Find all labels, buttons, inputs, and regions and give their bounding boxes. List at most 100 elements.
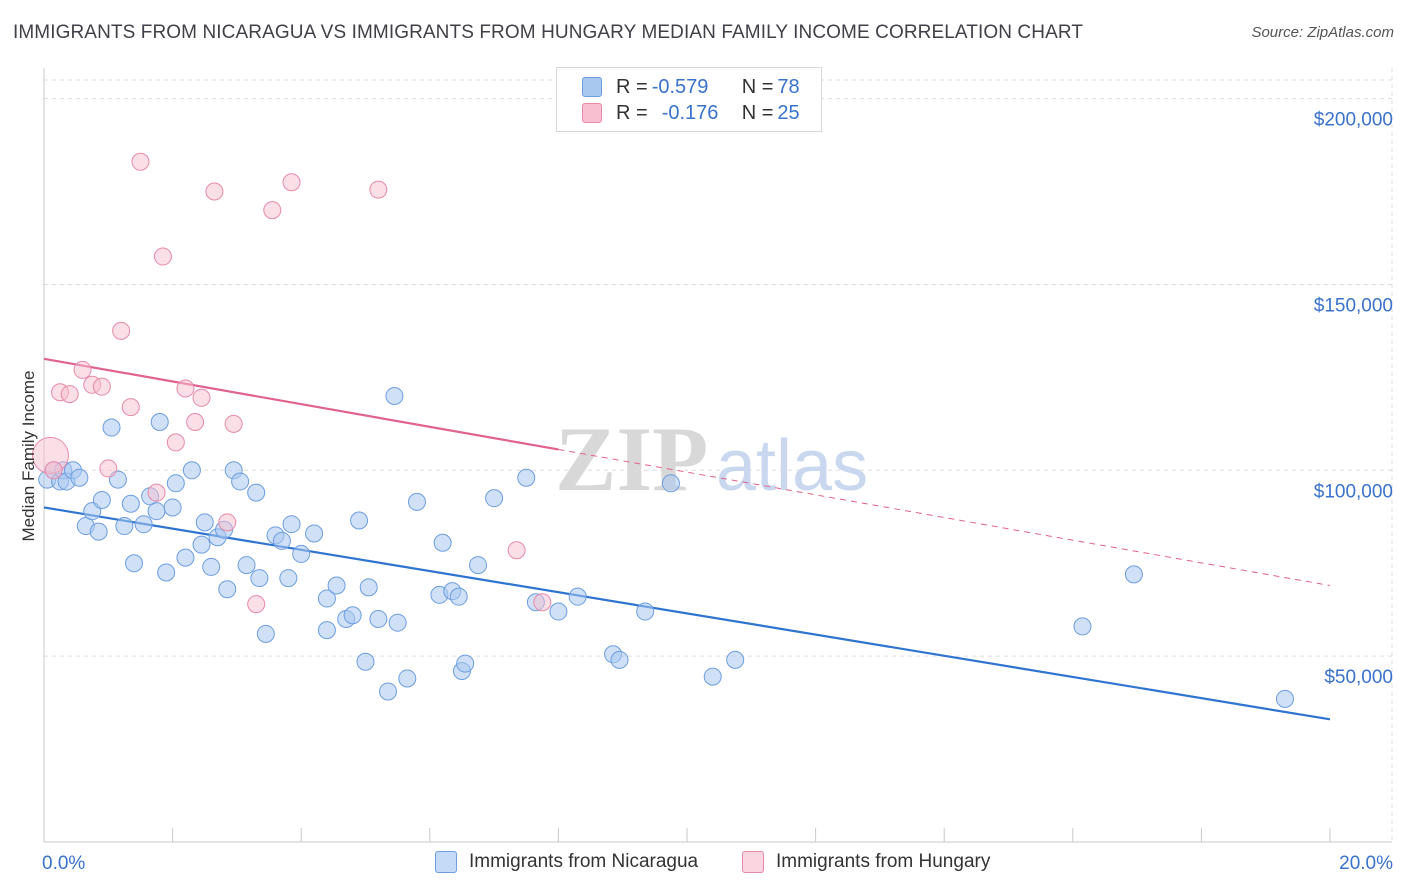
- point-nicaragua: [279, 569, 298, 588]
- point-hungary: [533, 593, 552, 612]
- point-nicaragua: [407, 492, 426, 511]
- legend-n-value: 25: [777, 101, 800, 124]
- x-tick-label: 0.0%: [42, 853, 85, 874]
- point-nicaragua: [449, 587, 468, 606]
- legend-r-label: R =: [616, 101, 648, 124]
- point-nicaragua: [218, 580, 237, 599]
- point-nicaragua: [292, 544, 311, 563]
- legend-row-nicaragua: R = -0.579 N = 78: [582, 75, 800, 99]
- point-nicaragua: [469, 556, 488, 575]
- point-nicaragua: [317, 589, 336, 608]
- point-hungary: [247, 595, 266, 614]
- point-hungary: [224, 414, 243, 433]
- point-nicaragua: [636, 602, 655, 621]
- point-nicaragua: [125, 554, 144, 573]
- point-nicaragua: [661, 474, 680, 493]
- point-nicaragua: [327, 576, 346, 595]
- legend-row-hungary: R = -0.176 N = 25: [582, 101, 800, 125]
- source-label: Source: ZipAtlas.com: [1251, 24, 1394, 41]
- point-hungary: [73, 360, 92, 379]
- watermark: ZIP atlas: [555, 408, 868, 510]
- tick-labels: $50,000 $100,000 $150,000 $200,000 0.0% 20.0%: [42, 110, 1393, 874]
- legend-n-value: 78: [777, 75, 800, 98]
- point-hungary: [507, 541, 526, 560]
- point-nicaragua: [610, 650, 629, 669]
- point-nicaragua: [282, 515, 301, 534]
- point-hungary: [369, 180, 388, 199]
- watermark-zip: ZIP: [555, 408, 708, 510]
- series-swatch-nicaragua: [435, 851, 457, 873]
- point-hungary: [166, 433, 185, 452]
- series-legend-nicaragua: Immigrants from Nicaragua: [435, 851, 698, 873]
- series-legend-hungary: Immigrants from Hungary: [742, 851, 990, 873]
- series-name-nicaragua: Immigrants from Nicaragua: [469, 851, 699, 872]
- point-hungary: [186, 412, 205, 431]
- legend-n-label: N =: [741, 75, 774, 98]
- legend-swatch-nicaragua: [582, 77, 602, 97]
- grid-lines: [44, 68, 1393, 842]
- point-nicaragua: [398, 669, 417, 688]
- point-nicaragua: [379, 682, 398, 701]
- trend-line-nicaragua: [43, 506, 1331, 721]
- point-nicaragua: [1073, 617, 1092, 636]
- point-nicaragua: [726, 650, 745, 669]
- point-nicaragua: [121, 494, 140, 513]
- point-nicaragua: [305, 524, 324, 543]
- y-axis-label: Median Family Income: [19, 370, 38, 541]
- point-hungary: [99, 459, 118, 478]
- point-hungary: [176, 379, 195, 398]
- point-nicaragua: [102, 418, 121, 437]
- point-nicaragua: [202, 557, 221, 576]
- trend-line-hungary-extension: [558, 448, 1331, 587]
- point-hungary: [282, 173, 301, 192]
- point-nicaragua: [359, 578, 378, 597]
- watermark-atlas: atlas: [716, 426, 868, 506]
- point-nicaragua: [150, 412, 169, 431]
- trend-lines: [43, 357, 1331, 721]
- legend-swatch-hungary: [582, 103, 602, 123]
- point-hungary: [92, 377, 111, 396]
- y-tick-label: $100,000: [1314, 481, 1393, 502]
- point-nicaragua: [92, 491, 111, 510]
- point-nicaragua: [1124, 565, 1143, 584]
- trend-line-hungary: [43, 357, 559, 451]
- x-tick-label: 20.0%: [1339, 853, 1393, 874]
- point-nicaragua: [195, 513, 214, 532]
- point-hungary: [121, 398, 140, 417]
- point-nicaragua: [256, 624, 275, 643]
- point-nicaragua: [247, 483, 266, 502]
- point-nicaragua: [89, 522, 108, 541]
- point-nicaragua: [237, 556, 256, 575]
- point-nicaragua: [166, 474, 185, 493]
- point-nicaragua: [456, 654, 475, 673]
- point-nicaragua: [517, 468, 536, 487]
- point-nicaragua: [115, 517, 134, 536]
- y-tick-label: $50,000: [1324, 667, 1393, 688]
- point-nicaragua: [182, 461, 201, 480]
- series-swatch-hungary: [742, 851, 764, 873]
- point-hungary: [218, 513, 237, 532]
- legend-r-label: R =: [616, 75, 648, 98]
- legend-r-value: -0.579: [651, 75, 709, 98]
- data-points: [31, 152, 1294, 708]
- point-nicaragua: [70, 468, 89, 487]
- point-nicaragua: [485, 489, 504, 508]
- point-nicaragua: [388, 613, 407, 632]
- point-nicaragua: [317, 621, 336, 640]
- point-nicaragua: [385, 386, 404, 405]
- point-nicaragua: [157, 563, 176, 582]
- point-nicaragua: [549, 602, 568, 621]
- chart-title: IMMIGRANTS FROM NICARAGUA VS IMMIGRANTS …: [13, 22, 1084, 43]
- y-tick-label: $150,000: [1314, 295, 1393, 316]
- point-nicaragua: [192, 535, 211, 554]
- point-hungary: [205, 182, 224, 201]
- point-nicaragua: [231, 472, 250, 491]
- point-nicaragua: [369, 609, 388, 628]
- point-nicaragua: [1275, 689, 1294, 708]
- legend-n-label: N =: [741, 101, 774, 124]
- point-nicaragua: [176, 548, 195, 567]
- point-nicaragua: [134, 515, 153, 534]
- point-nicaragua: [147, 502, 166, 521]
- point-nicaragua: [272, 531, 291, 550]
